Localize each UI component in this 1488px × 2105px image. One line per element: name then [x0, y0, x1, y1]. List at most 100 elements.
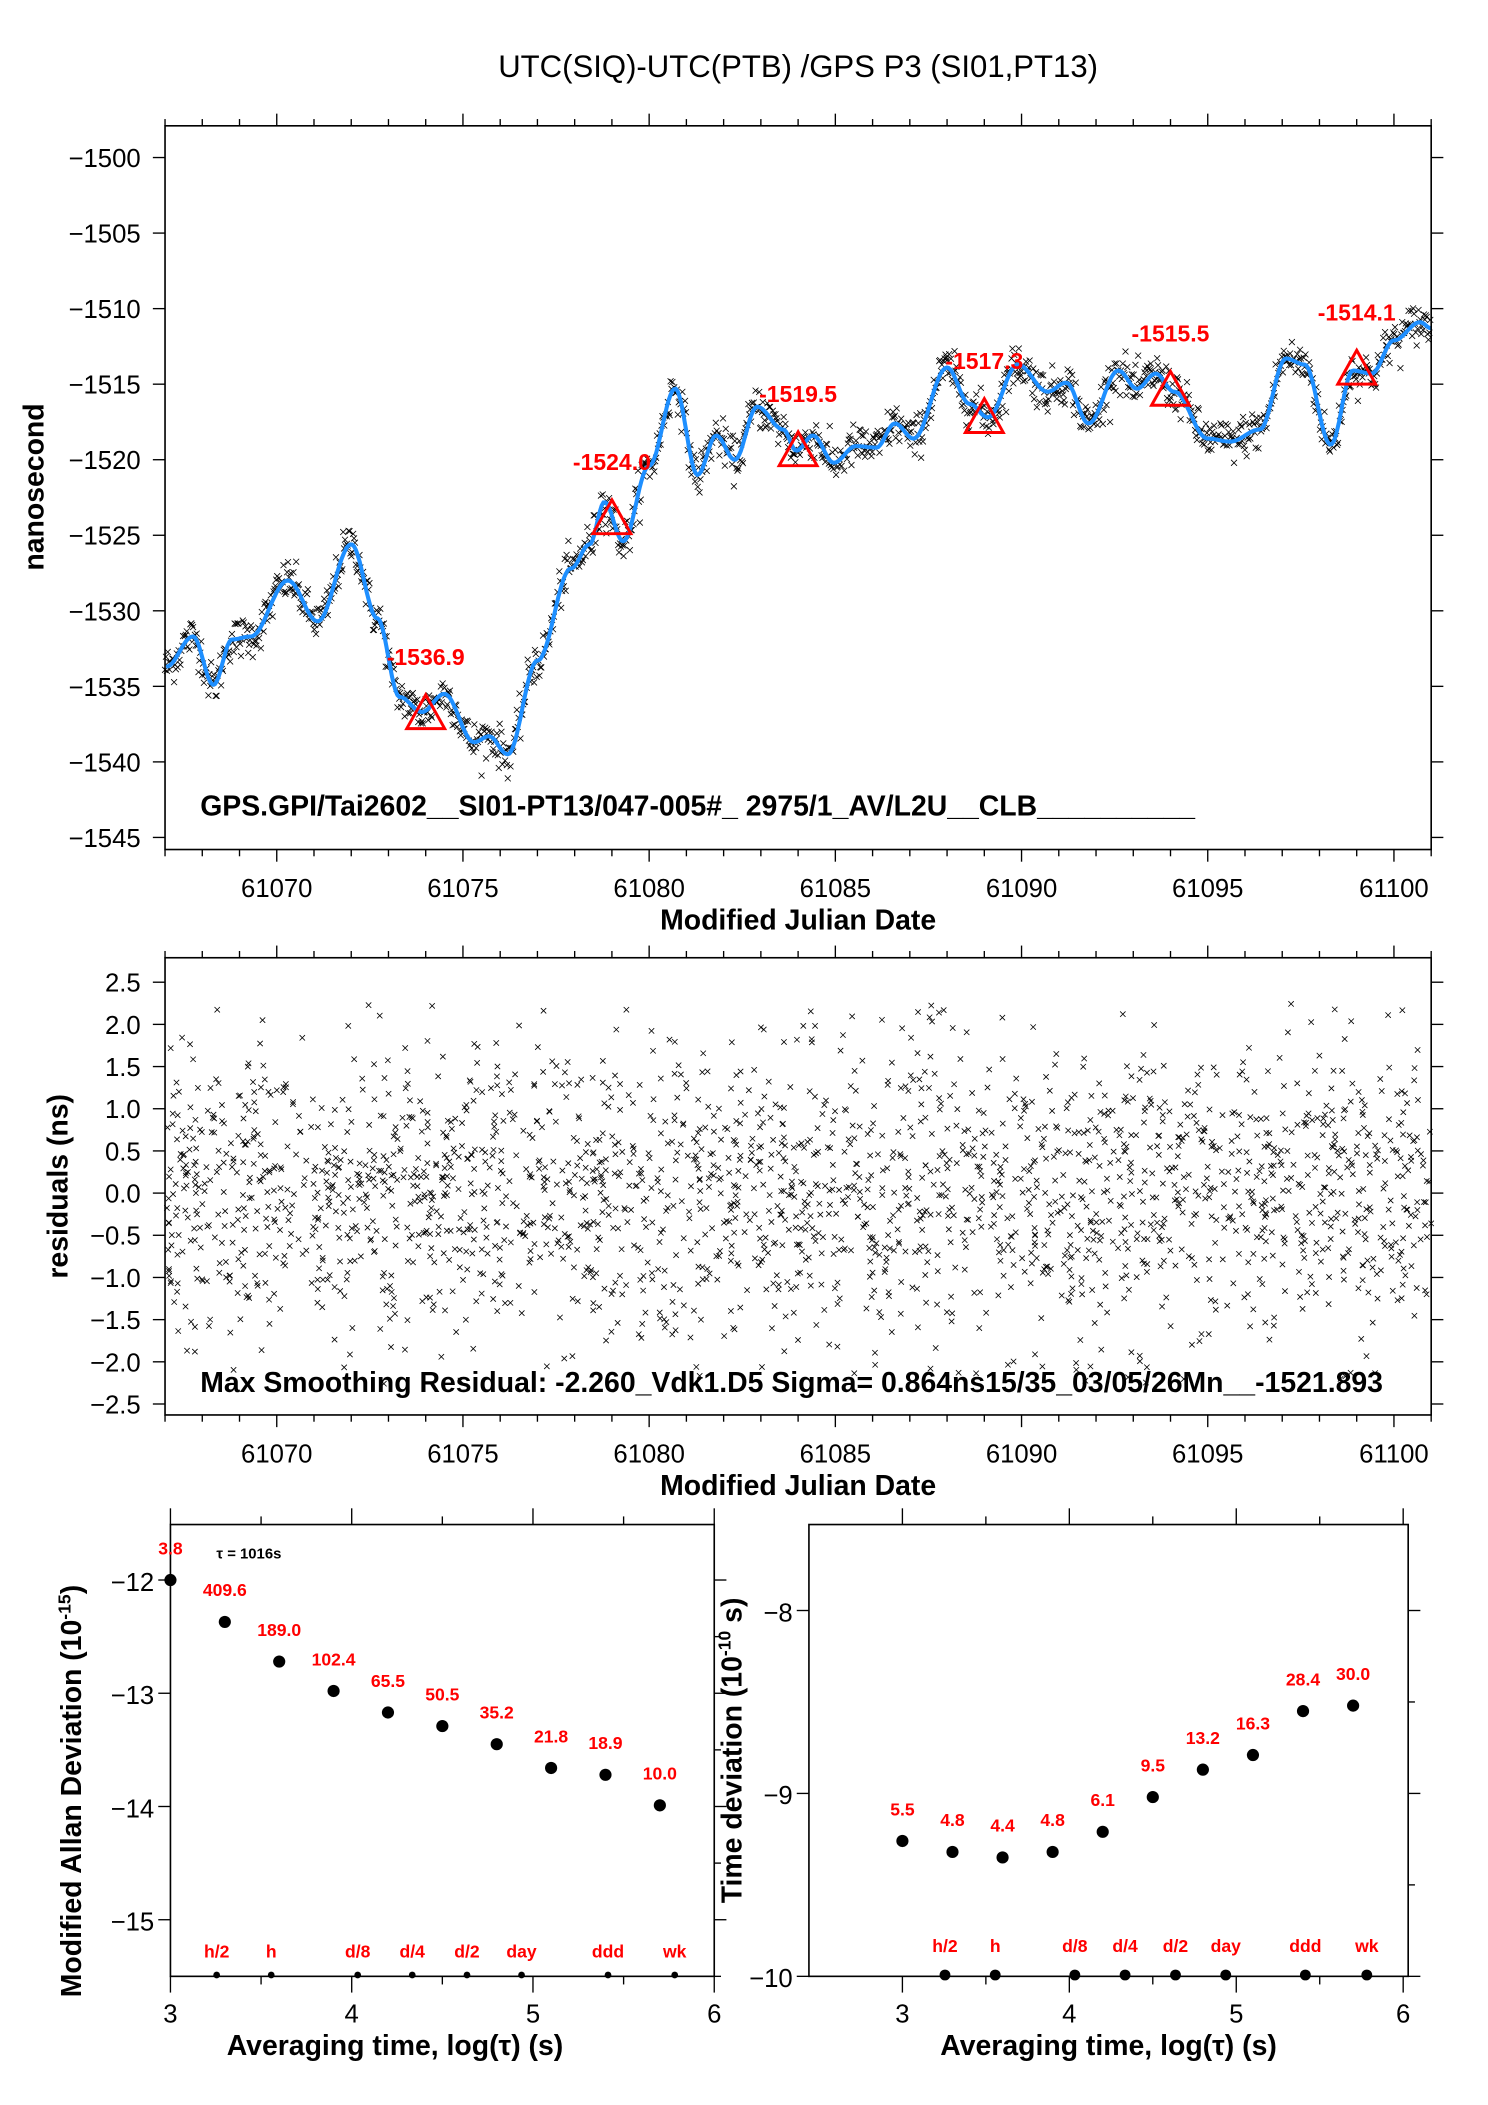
- data-point: [750, 1185, 757, 1192]
- data-point: [745, 1087, 752, 1094]
- data-point: [1048, 1211, 1055, 1218]
- data-point: [380, 1192, 387, 1199]
- data-point: [1010, 1358, 1017, 1365]
- data-point: [562, 587, 569, 595]
- data-point: [1332, 1136, 1339, 1143]
- x-tick-label: 61095: [1172, 875, 1243, 903]
- data-point: [634, 467, 642, 474]
- data-point: [765, 1249, 772, 1256]
- data-point: [841, 1106, 848, 1113]
- data-point: [1285, 1187, 1292, 1194]
- data-point: [380, 1153, 387, 1160]
- marker-label: -1515.5: [1132, 321, 1210, 347]
- data-point: [266, 1169, 273, 1176]
- data-point: [207, 1177, 214, 1184]
- data-point: [192, 1190, 199, 1197]
- data-point: [1238, 1121, 1245, 1128]
- data-point: [765, 1207, 772, 1214]
- data-point: [348, 552, 355, 560]
- data-point: [1136, 1358, 1143, 1365]
- data-point: [295, 1112, 302, 1119]
- data-point: [397, 1148, 404, 1155]
- data-point: [1123, 391, 1130, 399]
- data-point: [1278, 1162, 1285, 1169]
- data-point: [428, 1197, 435, 1204]
- data-point: [914, 1050, 921, 1057]
- data-point: [1320, 1121, 1327, 1128]
- tau-annotation: τ = 1016s: [216, 1546, 281, 1562]
- data-point: [1103, 1175, 1110, 1182]
- data-point: [223, 1274, 230, 1281]
- data-point: [535, 1158, 542, 1165]
- data-point: [433, 1208, 440, 1215]
- data-point: [742, 1111, 749, 1118]
- data-point: [762, 424, 769, 431]
- data-point: [767, 1165, 774, 1172]
- data-point: [842, 1200, 849, 1207]
- data-point: [1125, 1374, 1132, 1381]
- data-point: [683, 1085, 690, 1092]
- data-point: [371, 1096, 378, 1103]
- data-point: [491, 1123, 498, 1130]
- data-point: [437, 683, 445, 690]
- y-tick-label: −1545: [69, 825, 141, 853]
- data-point: [1244, 1291, 1251, 1298]
- data-point: [1098, 1232, 1105, 1239]
- data-point: [269, 613, 276, 620]
- data-point: [1124, 1098, 1131, 1105]
- data-point: [574, 1246, 581, 1253]
- data-point: [1398, 1248, 1405, 1255]
- data-point: [832, 471, 840, 479]
- data-point: [418, 718, 426, 725]
- data-point: [649, 1276, 656, 1283]
- data-point: [826, 422, 834, 430]
- data-point: [827, 1145, 834, 1152]
- data-point: [1118, 1275, 1125, 1282]
- data-point: [757, 1235, 764, 1242]
- data-point: [857, 1195, 864, 1202]
- data-point: [372, 1183, 379, 1190]
- data-point: [812, 422, 820, 429]
- data-point: [424, 1109, 431, 1116]
- data-point: [216, 1269, 223, 1276]
- data-point: [876, 1309, 883, 1316]
- data-point: [648, 1027, 655, 1034]
- data-point: [1166, 1108, 1173, 1115]
- data-point: [1262, 1319, 1269, 1326]
- data-point: [248, 625, 256, 633]
- data-point: [297, 1128, 304, 1135]
- data-point: [447, 1164, 454, 1171]
- data-label: 28.4: [1286, 1669, 1320, 1689]
- data-point: [331, 1106, 338, 1113]
- data-point: [1122, 1239, 1129, 1246]
- data-point: [194, 1211, 201, 1218]
- period-label: day: [506, 1941, 537, 1961]
- data-point: [561, 1355, 568, 1362]
- data-point: [221, 1223, 228, 1230]
- data-point: [1046, 1845, 1059, 1859]
- data-point: [768, 1325, 775, 1332]
- data-point: [955, 1369, 962, 1376]
- data-point: [990, 420, 997, 428]
- data-point: [971, 1289, 978, 1296]
- data-point: [610, 1287, 616, 1294]
- data-point: [1389, 1287, 1396, 1294]
- data-point: [1110, 384, 1118, 392]
- data-point: [516, 690, 523, 697]
- data-point: [182, 1303, 189, 1310]
- x-tick-label: 6: [707, 2000, 721, 2028]
- data-point: [171, 1299, 178, 1306]
- data-point: [379, 1273, 386, 1280]
- data-point: [798, 1140, 805, 1147]
- data-point: [913, 411, 920, 419]
- data-point: [593, 1270, 600, 1277]
- data-point: [1088, 1092, 1095, 1099]
- data-point: [939, 1181, 946, 1188]
- x-tick-label: 61080: [613, 1440, 684, 1468]
- data-point: [752, 387, 759, 394]
- data-point: [1219, 1256, 1226, 1263]
- data-point: [834, 1279, 841, 1286]
- data-point: [168, 1232, 175, 1239]
- data-point: [1328, 1107, 1335, 1114]
